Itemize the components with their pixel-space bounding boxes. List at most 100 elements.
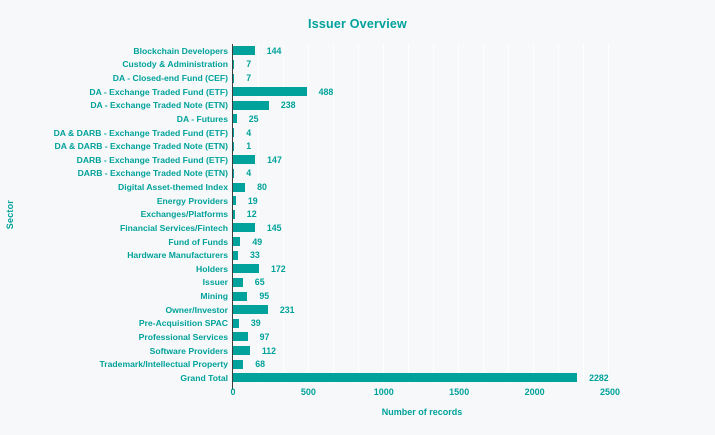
bar-value-label: 145 [266,222,282,233]
category-label: Fund of Funds [168,236,228,247]
bar-value-label: 231 [279,304,295,315]
bar-value-label: 4 [246,168,252,179]
category-label: Financial Services/Fintech [120,222,228,233]
bar-row: 145 [233,221,613,235]
bar-row: 68 [233,357,613,371]
bar[interactable] [233,100,269,110]
bar[interactable] [233,264,259,274]
plot-area: 144 7 7 488 238 25 4 1 147 4 80 19 12 145 49 33 172 65 95 2… [232,44,613,390]
bar[interactable] [233,155,256,165]
bar[interactable] [233,291,248,301]
category-label: Professional Services [138,331,228,342]
category-label: DA - Exchange Traded Note (ETN) [90,100,228,111]
bar-row: 19 [233,194,613,208]
category-label: DA - Closed-end Fund (CEF) [112,73,228,84]
bar[interactable] [233,346,250,356]
bar-value-label: 25 [248,113,259,124]
bar-row: 231 [233,303,613,317]
bar-row: 25 [233,112,613,126]
category-label: DARB - Exchange Traded Fund (ETF) [76,154,228,165]
category-label: Exchanges/Platforms [140,209,228,220]
bar-row: 39 [233,317,613,331]
bar-row: 1 [233,139,613,153]
bar[interactable] [233,73,235,83]
bar[interactable] [233,237,241,247]
category-label: Software Providers [149,345,228,356]
bar[interactable] [233,209,235,219]
bar[interactable] [233,250,238,260]
bar-row: 4 [233,167,613,181]
y-axis-line [232,44,233,390]
bar-row: 97 [233,330,613,344]
bar[interactable] [233,141,235,151]
bar[interactable] [233,373,578,383]
x-tick-label: 2000 [524,387,545,397]
bar[interactable] [233,223,255,233]
category-label: DA & DARB - Exchange Traded Note (ETN) [54,141,228,152]
bar-row: 12 [233,208,613,222]
bar-row: 2282 [233,371,613,385]
bar-row: 238 [233,99,613,113]
bar-row: 95 [233,289,613,303]
bar-value-label: 65 [254,277,265,288]
bar-value-label: 97 [259,331,270,342]
bar-value-label: 39 [250,318,261,329]
bar[interactable] [233,128,235,138]
bar[interactable] [233,359,244,369]
bar-value-label: 12 [246,209,257,220]
bar[interactable] [233,277,243,287]
bar-row: 7 [233,71,613,85]
bar-value-label: 2282 [589,372,609,383]
category-label: Hardware Manufacturers [127,250,228,261]
category-label: Issuer [202,277,228,288]
bar-value-label: 488 [318,86,334,97]
category-label: Owner/Investor [165,304,228,315]
bar-row: 147 [233,153,613,167]
category-label: Grand Total [180,372,228,383]
bar-row: 4 [233,126,613,140]
bar-row: 49 [233,235,613,249]
bar[interactable] [233,196,236,206]
bar[interactable] [233,182,246,192]
category-label: DA - Futures [176,113,228,124]
bar[interactable] [233,332,248,342]
bar-value-label: 33 [249,250,260,261]
category-label: Trademark/Intellectual Property [99,359,228,370]
category-label: Pre-Acquisition SPAC [138,318,228,329]
bar-value-label: 7 [246,59,252,70]
bar-value-label: 49 [252,236,263,247]
bar-row: 172 [233,262,613,276]
bar-row: 7 [233,58,613,72]
bar-value-label: 19 [247,195,258,206]
x-tick-label: 2500 [599,387,621,397]
bar-value-label: 144 [266,45,282,56]
bar-row: 80 [233,180,613,194]
bar[interactable] [233,59,235,69]
bar-value-label: 238 [280,100,296,111]
bar[interactable] [233,114,237,124]
x-tick-label: 0 [230,387,236,397]
bar[interactable] [233,46,255,56]
category-label: DA & DARB - Exchange Traded Fund (ETF) [53,127,228,138]
bar-value-label: 147 [267,154,282,165]
bar-row: 488 [233,85,613,99]
x-axis-ticks: 0 500 1000 1500 2000 2500 [0,387,715,399]
x-tick-label: 1000 [373,387,394,397]
category-label: Custody & Administration [122,59,228,70]
bar-row: 65 [233,276,613,290]
bar-value-label: 1 [246,141,252,152]
category-label: DA - Exchange Traded Fund (ETF) [89,86,228,97]
bar-value-label: 172 [270,263,286,274]
x-tick-label: 1500 [449,387,470,397]
bar-value-label: 80 [257,182,267,193]
bar-value-label: 4 [246,127,252,138]
category-label: Digital Asset-themed Index [118,182,228,193]
bar-value-label: 95 [259,291,270,302]
bar[interactable] [233,318,239,328]
x-tick-label: 500 [300,387,316,397]
bar-row: 112 [233,344,613,358]
bar[interactable] [233,87,307,97]
bar[interactable] [233,168,235,178]
bar[interactable] [233,305,268,315]
